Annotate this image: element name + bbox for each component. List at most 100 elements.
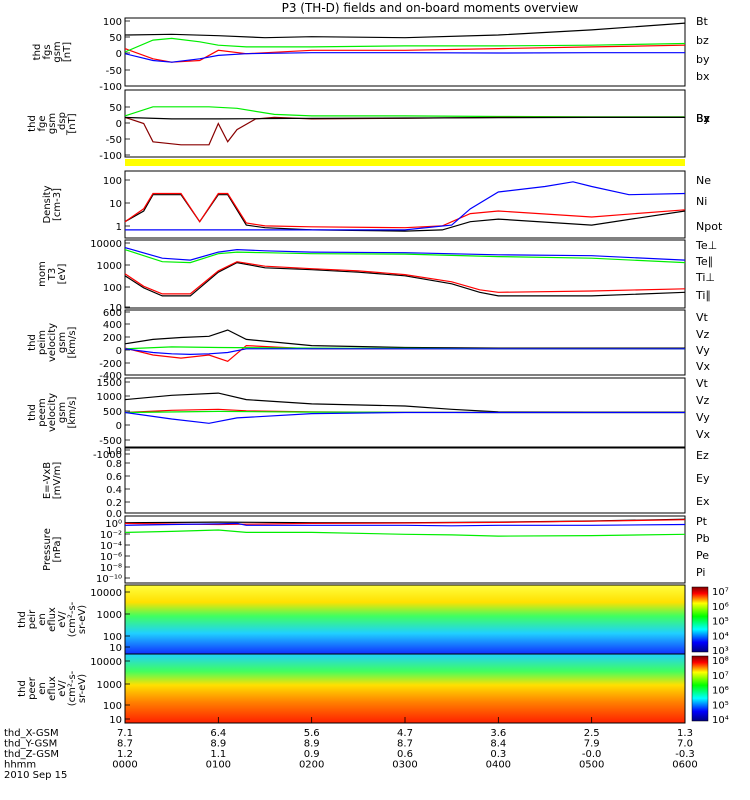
y-axis-label: eflux [47,676,58,701]
y-axis-label: sr-eV) [77,674,88,703]
orbit-value: 8.7 [117,739,133,750]
series-Bz [124,116,685,146]
y-tick-label: 10⁻⁸ [100,563,122,574]
y-tick-label: -200 [99,359,122,370]
orbit-value: -0.3 [675,749,695,760]
y-tick-label: 0.2 [106,498,122,509]
legend-entry: Pt [696,515,708,528]
y-axis-label: [nT] [62,42,73,62]
y-axis-label: peim [37,330,48,355]
series-Pe [124,529,686,537]
y-tick-label: -500 [99,436,122,447]
series-By [124,106,685,118]
y-axis-label: Pressure [42,528,53,571]
y-tick-label: 10 [109,303,122,314]
legend-entry: Ex [696,495,710,508]
y-axis-label: mom [37,261,48,287]
y-axis-label: [km/s] [67,396,78,428]
series-Ne [124,192,686,229]
y-tick-label: 10⁻⁶ [100,552,122,563]
orbit-value: 8.9 [304,739,320,750]
orbit-value: 0300 [392,760,417,771]
colorbar-label: 10⁷ [712,671,729,682]
y-axis-label: thd [27,404,38,421]
legend-entry: Ez [696,449,709,462]
colorbar-label: 10⁵ [712,700,729,711]
y-tick-label: 10000 [90,657,122,668]
y-tick-label: 10 [109,715,122,726]
y-axis-label: [mV/m] [52,462,63,500]
legend-entry: Vt [696,377,709,390]
y-axis-label: eV/ [57,680,68,697]
y-tick-label: 50 [109,33,122,44]
y-tick-label: 0 [116,346,122,357]
orbit-value: 0500 [579,760,604,771]
plot-title: P3 (TH-D) fields and on-board moments ov… [282,1,579,15]
legend-entry: by [696,53,710,66]
y-axis-label: fgs [42,44,53,59]
series-Vx [124,411,685,424]
y-axis-label: eflux [47,607,58,632]
y-tick-label: 1000 [97,392,122,403]
series-Vt [124,329,685,349]
orbit-row-label: thd_Z-GSM [4,749,59,760]
panel-frame [124,515,686,584]
series-by [124,37,686,53]
legend-entry: Vz [696,328,710,341]
legend-entry: Bz [696,112,710,125]
legend-entry: Pe [696,549,709,562]
y-tick-label: 1500 [97,378,122,389]
orbit-value: 4.7 [397,728,413,739]
panel-frame [124,447,686,514]
orbit-value: 8.4 [490,739,506,750]
series-Pi [124,522,686,527]
y-tick-label: 10⁻⁴ [100,541,122,552]
y-axis-label: thd [27,115,38,132]
orbit-value: 0400 [486,760,511,771]
series-bz [124,44,686,63]
orbit-value: 1.3 [677,728,693,739]
y-axis-label: peem [37,398,48,426]
panel-efield: 1.0 0.8 0.6 0.4 0.20.0 E=-VxB [mV/m] Ez Ey Ex [42,446,710,520]
legend-entry: Bt [696,15,709,28]
y-tick-label: 100 [103,701,122,712]
y-tick-label: 10⁻² [100,530,122,541]
orbit-value: 7.1 [117,728,133,739]
y-tick-label: 10 [109,199,122,210]
legend-entry: By [696,112,711,125]
y-axis-label: [km/s] [67,326,78,358]
legend-entry: Vx [696,428,711,441]
y-tick-label: -100 [99,82,122,93]
y-tick-label: 1 [116,222,122,233]
legend-entry: Te⊥ [695,239,717,252]
spectrogram [125,585,685,654]
legend-entry: Vy [696,411,710,424]
colorbar-label: 10⁴ [712,631,729,642]
y-tick-label: 1000 [97,261,122,272]
y-tick-label: 100 [103,17,122,28]
orbit-value: 5.6 [304,728,320,739]
orbit-value: 0.6 [397,749,413,760]
orbit-value: 0000 [112,760,137,771]
y-tick-label: 10⁻¹⁰ [96,574,122,585]
panel-mom: 10000 1000 100 10 mom T3 [eV] Te⊥ Te∥ Ti⊥ Ti∥ [37,239,717,314]
y-tick-label: -50 [106,135,122,146]
orbit-footer: thd_X-GSM 7.1 6.4 5.6 4.7 3.6 2.5 1.3 thd_Y-GSM 8… [4,717,698,781]
y-axis-label: en [37,613,48,626]
legend-entry: Npot [696,220,723,233]
y-axis-label: eV/ [57,611,68,628]
y-tick-label: 0 [116,119,122,130]
colorbar-label: 10⁷ [712,587,729,598]
orbit-row-label: thd_X-GSM [4,728,59,739]
y-axis-label: peer [27,676,38,700]
legend-entry: Vz [696,394,710,407]
y-axis-label: en [37,682,48,695]
y-axis-label: velocity [47,323,58,362]
y-tick-label: 1000 [97,680,122,691]
series-Ti∥ [124,249,686,264]
y-axis-label: gsm [57,402,68,423]
orbit-row-label: thd_Y-GSM [4,739,57,750]
